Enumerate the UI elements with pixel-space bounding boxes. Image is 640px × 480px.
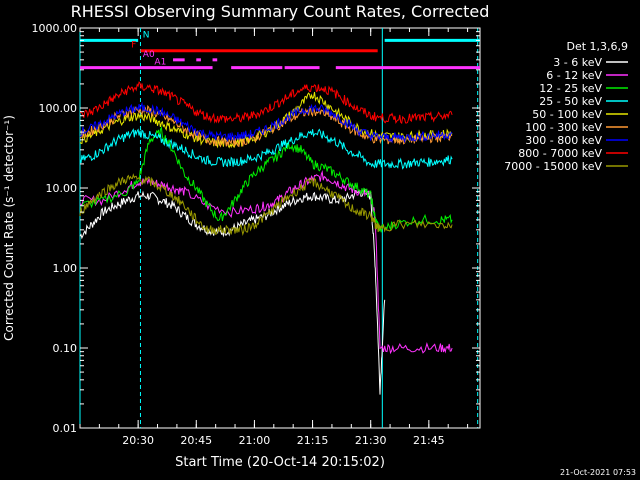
y-tick-label: 0.01 (53, 422, 78, 435)
x-tick-label: 20:45 (180, 434, 212, 447)
series-line (79, 170, 453, 355)
legend-label: 6 - 12 keV (546, 69, 602, 82)
legend-header: Det 1,3,6,9 (566, 40, 628, 53)
x-tick-label: 20:30 (122, 434, 154, 447)
series-line (79, 125, 453, 233)
x-tick-label: 21:45 (413, 434, 445, 447)
footer-date: 21-Oct-2021 07:53 (560, 468, 636, 477)
legend-label: 800 - 7000 keV (518, 147, 602, 160)
y-tick-label: 1000.00 (32, 22, 78, 35)
series-line (79, 128, 453, 170)
state-bar-label: F (131, 41, 136, 51)
series-line (79, 81, 453, 125)
series-line (79, 187, 386, 395)
x-axis-title: Start Time (20-Oct-14 20:15:02) (175, 455, 385, 470)
y-tick-label: 10.00 (46, 182, 78, 195)
legend-label: 300 - 800 keV (525, 134, 602, 147)
x-tick-label: 21:15 (297, 434, 329, 447)
legend-label: 100 - 300 keV (525, 121, 602, 134)
x-tick-label: 21:30 (355, 434, 387, 447)
state-bar-label: N (143, 30, 150, 40)
series-line (79, 173, 453, 237)
vertical-markers (79, 28, 479, 428)
series-line (79, 104, 453, 148)
series-line (79, 101, 453, 144)
series-lines (79, 81, 453, 395)
legend-label: 50 - 100 keV (532, 108, 602, 121)
y-axis-title: Corrected Count Rate (s⁻¹ detector⁻¹) (2, 115, 16, 341)
legend-label: 3 - 6 keV (553, 56, 602, 69)
x-axis: 20:30 20:45 21:00 21:15 21:30 21:45 (79, 28, 469, 447)
y-tick-label: 0.10 (53, 342, 78, 355)
state-bar-label: A0 (143, 50, 155, 60)
chart-title: RHESSI Observing Summary Count Rates, Co… (71, 2, 490, 21)
legend-label: 7000 - 15000 keV (504, 160, 602, 173)
x-tick-label: 21:00 (239, 434, 271, 447)
y-tick-label: 100.00 (39, 102, 78, 115)
y-tick-label: 1.00 (53, 262, 78, 275)
legend-label: 12 - 25 keV (539, 82, 602, 95)
legend-label: 25 - 50 keV (539, 95, 602, 108)
state-bar-label: A1 (154, 58, 166, 68)
y-axis: 1000.00 100.00 10.00 1.00 0.10 0.01 (32, 22, 480, 435)
